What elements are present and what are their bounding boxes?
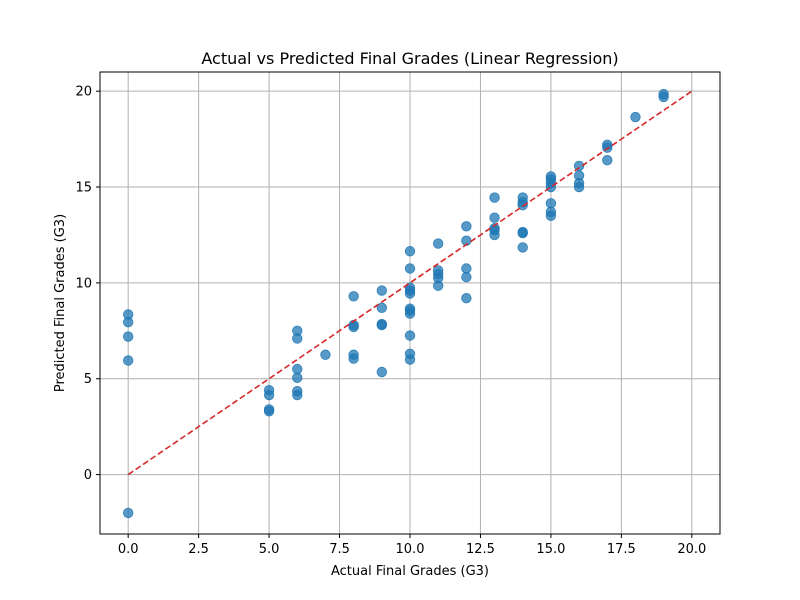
data-point	[404, 246, 416, 257]
x-tick-label: 7.5	[329, 542, 350, 557]
data-point	[376, 366, 388, 378]
x-tick-label: 10.0	[396, 542, 425, 557]
data-point	[348, 321, 359, 333]
data-point	[432, 238, 444, 249]
data-point	[122, 316, 134, 328]
data-point	[461, 263, 472, 274]
data-point	[517, 227, 528, 239]
data-point	[292, 372, 303, 383]
y-axis-label: Predicted Final Grades (G3)	[53, 214, 68, 392]
data-point	[404, 308, 416, 319]
data-point	[263, 389, 275, 401]
data-point	[320, 349, 331, 360]
data-point	[461, 293, 472, 304]
data-point	[658, 91, 669, 103]
data-point	[489, 229, 500, 241]
y-tick-label: 20	[75, 85, 92, 100]
data-point	[348, 353, 359, 364]
x-axis-ticks: 0.0 2.5 5.0 7.5 10.0 12.5 15.0 17.5 20.0	[118, 534, 706, 557]
data-point	[376, 319, 388, 331]
x-tick-label: 12.5	[466, 542, 495, 557]
data-point	[292, 363, 303, 375]
y-tick-label: 0	[84, 468, 92, 483]
data-point	[461, 221, 472, 232]
x-tick-label: 5.0	[259, 542, 280, 557]
data-point	[630, 111, 641, 123]
data-point	[263, 406, 275, 417]
data-point	[122, 507, 134, 519]
data-point	[122, 355, 134, 366]
data-point	[404, 288, 416, 299]
data-point	[292, 389, 303, 401]
data-point	[573, 181, 585, 193]
y-tick-label: 5	[84, 372, 92, 387]
data-points	[122, 88, 669, 519]
data-point	[376, 285, 388, 296]
x-tick-label: 17.5	[607, 542, 636, 557]
x-axis-label: Actual Final Grades (G3)	[331, 564, 489, 579]
y-tick-label: 10	[75, 276, 92, 291]
x-tick-label: 20.0	[677, 542, 706, 557]
data-point	[602, 154, 613, 166]
y-tick-label: 15	[75, 181, 92, 196]
data-point	[545, 198, 557, 209]
grid-lines	[100, 72, 720, 534]
data-point	[489, 212, 500, 223]
data-point	[292, 333, 303, 344]
data-point	[404, 330, 416, 341]
data-point	[432, 280, 444, 291]
x-tick-label: 2.5	[188, 542, 209, 557]
data-point	[404, 354, 416, 365]
data-point	[545, 210, 557, 221]
data-point	[348, 291, 359, 302]
data-point	[545, 181, 557, 193]
data-point	[489, 192, 500, 203]
data-point	[404, 263, 416, 274]
x-tick-label: 15.0	[536, 542, 565, 557]
data-point	[517, 242, 528, 253]
data-point	[461, 271, 472, 283]
reference-line	[127, 90, 693, 476]
data-point	[122, 331, 134, 342]
x-tick-label: 0.0	[118, 542, 139, 557]
chart-title: Actual vs Predicted Final Grades (Linear…	[201, 49, 618, 68]
y-axis-ticks: 0 5 10 15 20	[75, 85, 100, 483]
